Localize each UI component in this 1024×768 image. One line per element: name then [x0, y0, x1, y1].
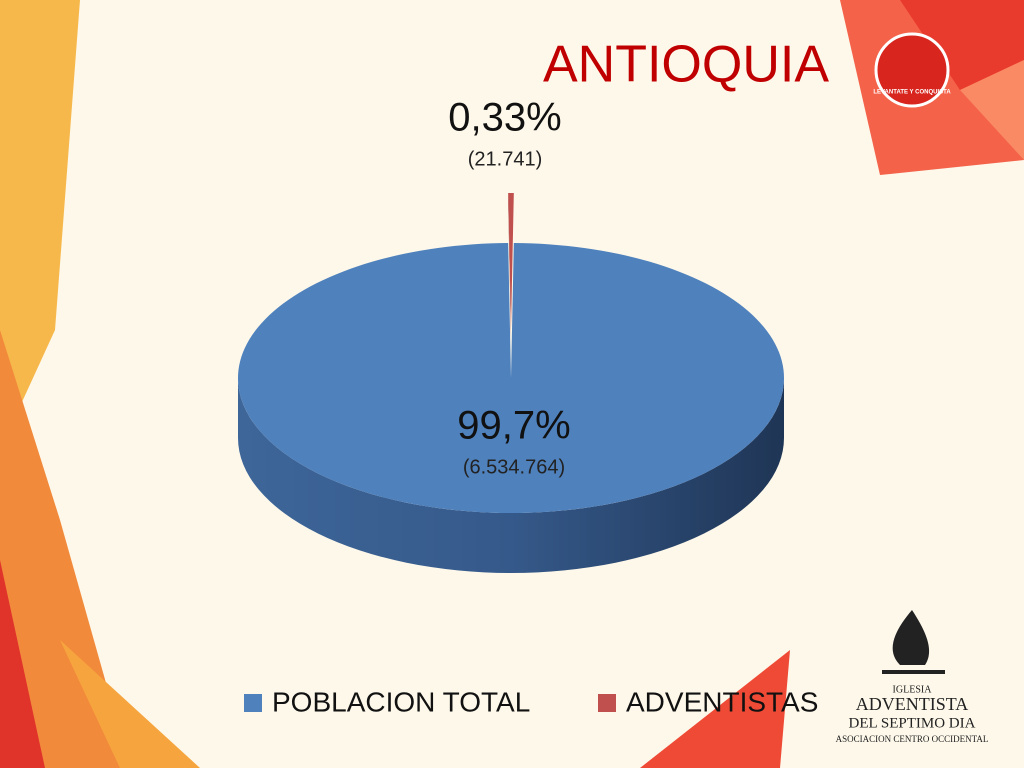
value-label: 99,7% — [457, 404, 570, 448]
church-text: IGLESIA — [893, 684, 933, 695]
legend-swatch — [244, 694, 262, 712]
decor — [60, 640, 200, 768]
count-label: (21.741) — [468, 148, 543, 170]
church-text: ASOCIACION CENTRO OCCIDENTAL — [836, 734, 989, 744]
slice-side — [508, 193, 511, 338]
value-label: 0,33% — [448, 96, 561, 140]
slice — [238, 243, 784, 513]
decor — [640, 650, 790, 768]
count-label: (6.534.764) — [463, 456, 565, 478]
legend-swatch — [598, 694, 616, 712]
church-logo — [892, 610, 930, 665]
decor — [900, 0, 1024, 90]
badge-logo — [874, 32, 950, 108]
decor — [0, 0, 80, 450]
slice — [508, 192, 514, 328]
legend-label: POBLACION TOTAL — [272, 686, 530, 717]
chart-title: ANTIOQUIA — [543, 36, 829, 94]
badge-text: LEVANTATE Y CONQUISTA — [873, 90, 951, 96]
plot: 99,7% (6.534.764) 0,33% (21.741) POBLACION T… — [238, 96, 818, 717]
church-text: ADVENTISTA — [856, 694, 969, 714]
church-text: DEL SEPTIMO DIA — [849, 715, 976, 731]
slice-side — [238, 378, 784, 573]
decor — [0, 330, 130, 768]
legend-label: ADVENTISTAS — [626, 686, 818, 717]
decor — [0, 560, 45, 768]
decor — [960, 60, 1024, 160]
